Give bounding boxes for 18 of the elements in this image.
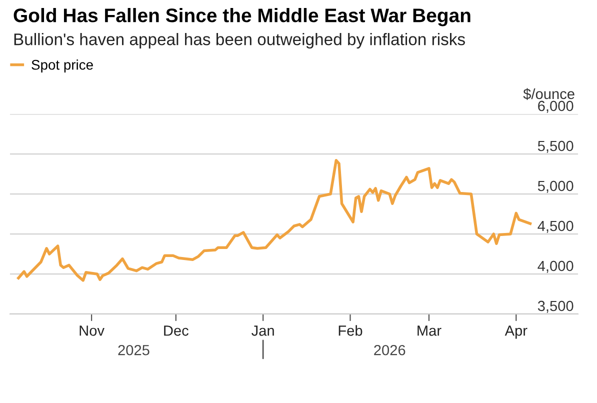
text: 2026 bbox=[374, 344, 406, 356]
chart-subtitle: Bullion's haven appeal has been outweighed by inflation risks bbox=[14, 33, 465, 49]
y-tick-label: 3,500 bbox=[538, 300, 574, 313]
y-tick-label: 6,000 bbox=[538, 100, 574, 113]
legend-label: Spot price bbox=[32, 60, 93, 73]
x-tick-label: Nov bbox=[80, 326, 104, 336]
y-tick-label: 4,000 bbox=[538, 260, 574, 273]
x-tick-label: Feb bbox=[338, 325, 362, 336]
y-tick-label: 4,500 bbox=[538, 220, 574, 233]
y-tick-label: 5,500 bbox=[538, 140, 574, 153]
text: 2025 bbox=[118, 344, 150, 356]
x-tick-label: Mar bbox=[418, 326, 442, 336]
x-tick-label: Jan bbox=[252, 326, 274, 336]
x-tick-label: Dec bbox=[164, 326, 188, 336]
chart-title: Gold Has Fallen Since the Middle East War Began bbox=[14, 8, 470, 26]
y-tick-label: 5,000 bbox=[538, 180, 574, 193]
y-axis-title: $/ounce bbox=[523, 88, 574, 100]
x-tick-label: Apr bbox=[504, 326, 528, 339]
